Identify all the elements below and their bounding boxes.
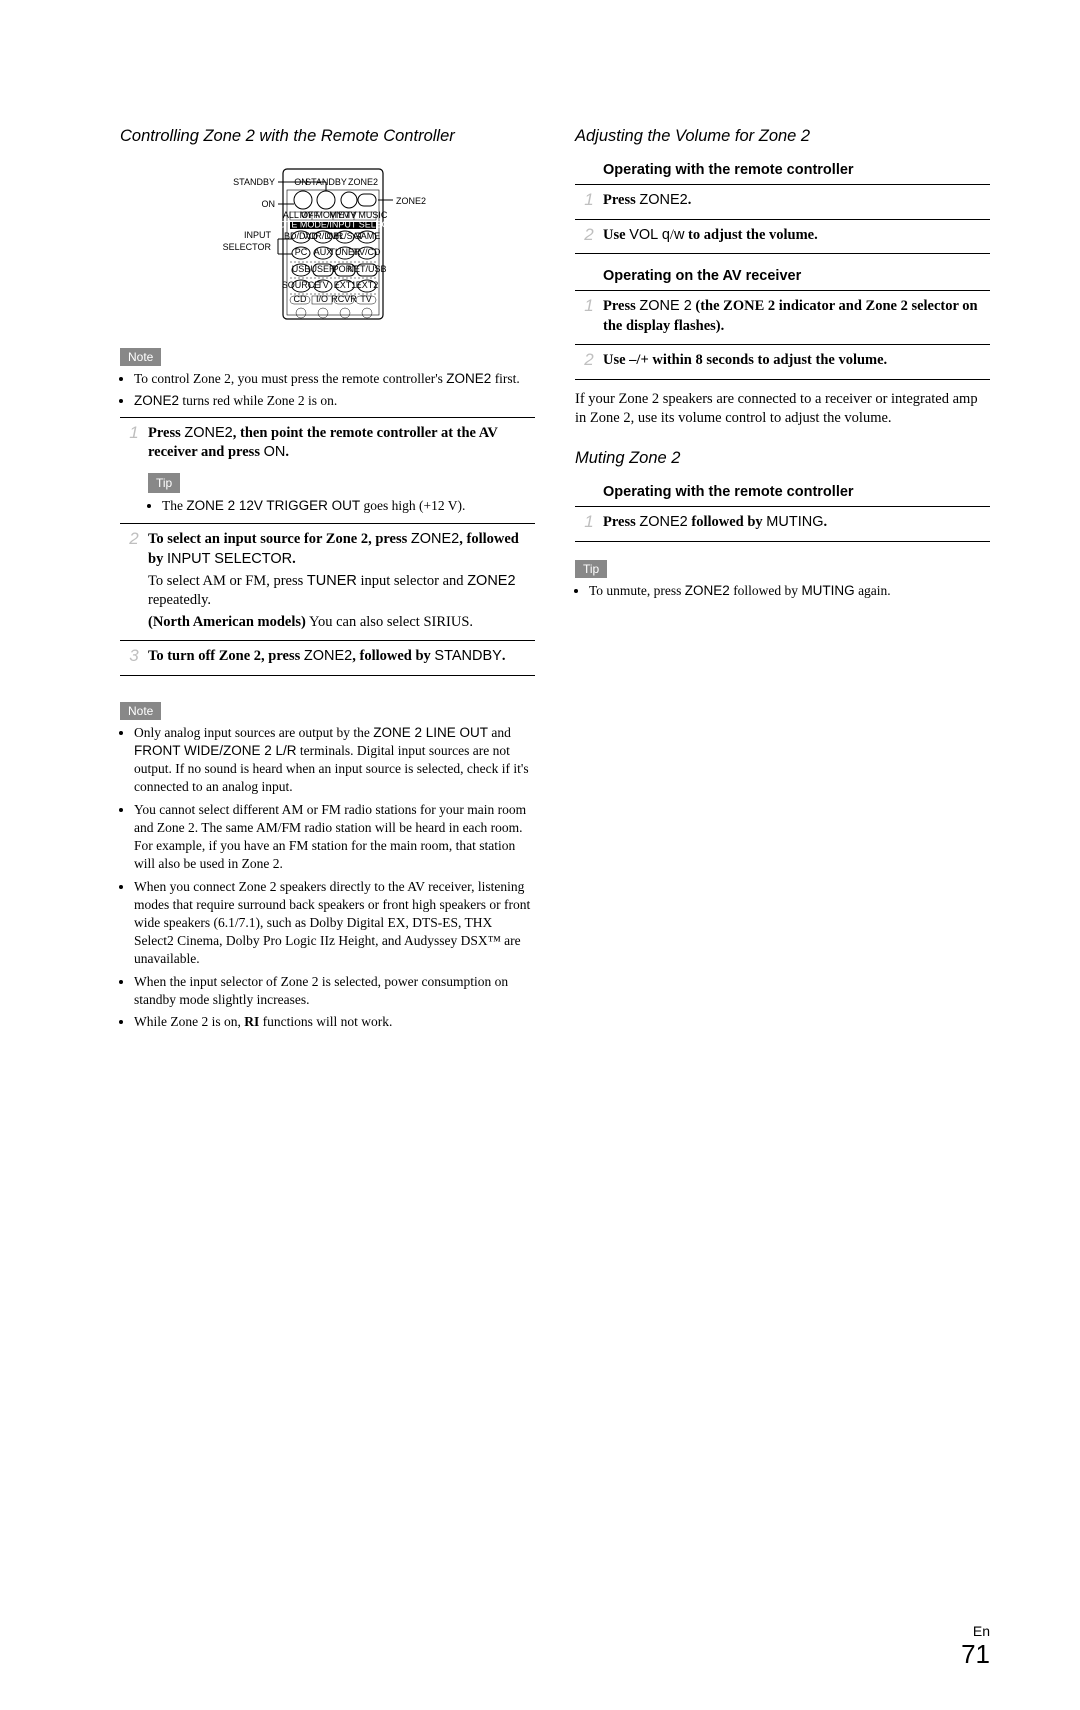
- row5-0: SOURCE: [281, 280, 320, 290]
- rstep5-text: Press ZONE2 followed by MUTING.: [603, 513, 990, 533]
- note2-label: Note: [120, 702, 161, 720]
- label-zone2: ZONE2: [396, 196, 426, 206]
- list-item: When you connect Zone 2 speakers directl…: [134, 878, 535, 969]
- rstep1-num: 1: [575, 189, 603, 210]
- row5-3: EXT2: [355, 280, 378, 290]
- row1-3: GAME: [353, 231, 380, 241]
- rstep3-text: Press ZONE 2 (the ZONE 2 indicator and Z…: [603, 297, 990, 336]
- list-item: Only analog input sources are output by …: [134, 724, 535, 797]
- label-standby: STANDBY: [233, 177, 275, 187]
- step3-num: 3: [120, 645, 148, 666]
- label-on: ON: [261, 199, 275, 209]
- row2-0: PC: [294, 247, 307, 257]
- bar3-2: RCVR: [331, 294, 357, 304]
- rstep2-text: Use VOL q/w to adjust the volume.: [603, 226, 990, 246]
- step2-line: To select AM or FM, press TUNER input se…: [148, 572, 535, 611]
- sub2: Operating on the AV receiver: [603, 268, 990, 284]
- list-item: When the input selector of Zone 2 is sel…: [134, 973, 535, 1009]
- sub3: Operating with the remote controller: [603, 484, 990, 500]
- footer: En 71: [120, 1623, 990, 1670]
- list-item: ZONE2 turns red while Zone 2 is on.: [134, 392, 535, 410]
- right-tip-label: Tip: [575, 560, 607, 578]
- step1-tip-label: Tip: [148, 473, 180, 493]
- right-column: Adjusting the Volume for Zone 2 Operatin…: [575, 125, 990, 1033]
- note1-list: To control Zone 2, you must press the re…: [120, 370, 535, 410]
- rstep4-num: 2: [575, 349, 603, 370]
- step2-num: 2: [120, 528, 148, 549]
- right-para: If your Zone 2 speakers are connected to…: [575, 390, 990, 429]
- label-input: INPUT: [244, 230, 272, 240]
- bar3-3: TV: [360, 294, 372, 304]
- step1-text: Press ZONE2, then point the remote contr…: [148, 424, 535, 463]
- footer-lang: En: [120, 1623, 990, 1639]
- row5-1: TV: [317, 280, 329, 290]
- list-item: To control Zone 2, you must press the re…: [134, 370, 535, 388]
- step2-line: To select an input source for Zone 2, pr…: [148, 530, 535, 569]
- note2-list: Only analog input sources are output by …: [120, 724, 535, 1032]
- left-title: Controlling Zone 2 with the Remote Contr…: [120, 125, 535, 148]
- row3-0: USB: [291, 264, 310, 274]
- rstep1-text: Press ZONE2.: [603, 191, 990, 211]
- rstep3-num: 1: [575, 295, 603, 316]
- page-number: 71: [120, 1639, 990, 1670]
- bar3-1: I/O: [315, 294, 327, 304]
- right-title1: Adjusting the Volume for Zone 2: [575, 125, 990, 148]
- list-item: While Zone 2 is on, RI functions will no…: [134, 1013, 535, 1031]
- bar3-0: CD: [293, 294, 306, 304]
- label-selector: SELECTOR: [222, 242, 271, 252]
- diag-zone2-small: ZONE2: [347, 177, 377, 187]
- left-column: Controlling Zone 2 with the Remote Contr…: [120, 125, 535, 1033]
- rstep5-num: 1: [575, 511, 603, 532]
- note1-label: Note: [120, 348, 161, 366]
- step2-line: (North American models) You can also sel…: [148, 613, 535, 633]
- right-tip-list: To unmute, press ZONE2 followed by MUTIN…: [575, 582, 990, 600]
- remote-diagram: ON STANDBY ZONE2 ALL OFF MY MOVIE MY TV …: [120, 164, 535, 324]
- rstep4-text: Use –/+ within 8 seconds to adjust the v…: [603, 351, 990, 371]
- step-1-block: 1 Press ZONE2, then point the remote con…: [120, 417, 535, 676]
- sub1: Operating with the remote controller: [603, 162, 990, 178]
- step2-body: To select an input source for Zone 2, pr…: [148, 528, 535, 634]
- step1-tip-list: The ZONE 2 12V TRIGGER OUT goes high (+1…: [148, 497, 535, 515]
- list-item: You cannot select different AM or FM rad…: [134, 801, 535, 874]
- step1-num: 1: [120, 422, 148, 443]
- row4-2: NET/USB: [347, 264, 386, 274]
- step3-text: To turn off Zone 2, press ZONE2, followe…: [148, 647, 535, 667]
- row5-2: EXT1: [333, 280, 356, 290]
- right-title2: Muting Zone 2: [575, 447, 990, 470]
- rstep2-num: 2: [575, 224, 603, 245]
- row2-3: TV/CD: [353, 247, 381, 257]
- bar2: REMOTE MODE/INPUT SELECTOR: [258, 220, 407, 230]
- list-item: The ZONE 2 12V TRIGGER OUT goes high (+1…: [162, 497, 535, 515]
- bar1-3: MY MUSIC: [342, 210, 387, 220]
- list-item: To unmute, press ZONE2 followed by MUTIN…: [589, 582, 990, 600]
